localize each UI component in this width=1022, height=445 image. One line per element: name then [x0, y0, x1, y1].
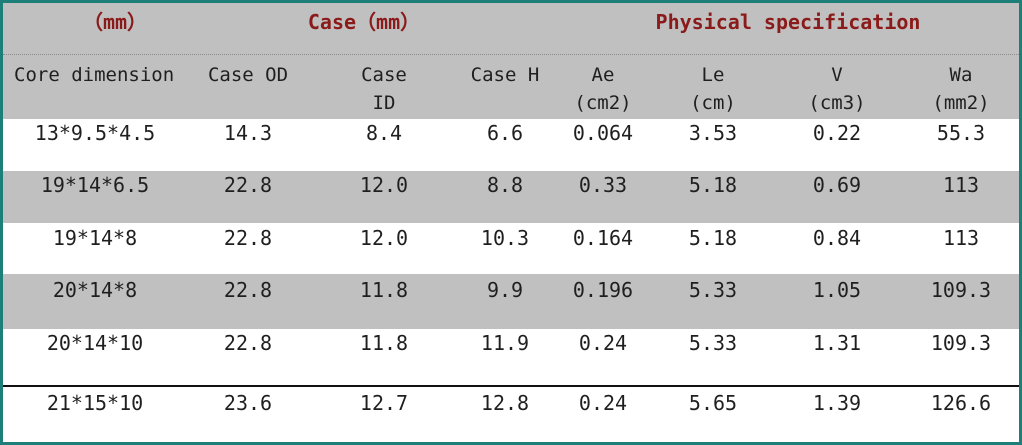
row-1-core-dimension: 13*9.5*4.5 [34, 121, 156, 145]
row-3-le: 5.18 [688, 226, 738, 250]
row-4-wa: 109.3 [930, 278, 992, 302]
row-6-le: 5.65 [688, 391, 738, 415]
column-header-v-line2: (cm3) [808, 92, 866, 114]
row-1-v: 0.22 [812, 121, 862, 145]
row-band-4 [3, 274, 1019, 329]
column-header-band [3, 55, 1019, 119]
column-header-wa-line1: Wa [949, 64, 973, 86]
row-6-ae: 0.24 [578, 391, 628, 415]
column-header-wa-line2: (mm2) [932, 92, 990, 114]
row-3-case-od: 22.8 [223, 226, 273, 250]
column-header-core-dimension: Core dimension [14, 64, 175, 86]
row-3-core-dimension: 19*14*8 [52, 226, 138, 250]
row-6-case-od: 23.6 [223, 391, 273, 415]
row-3-wa: 113 [942, 226, 980, 250]
last-row-divider [3, 385, 1019, 387]
row-5-ae: 0.24 [578, 331, 628, 355]
row-4-case-od: 22.8 [223, 278, 273, 302]
row-1-ae: 0.064 [572, 121, 634, 145]
row-6-core-dimension: 21*15*10 [46, 391, 144, 415]
row-1-wa: 55.3 [936, 121, 986, 145]
header-divider [3, 54, 1019, 55]
column-header-case-id-line1: Case [361, 64, 407, 86]
row-6-wa: 126.6 [930, 391, 992, 415]
row-2-ae: 0.33 [578, 173, 628, 197]
row-5-v: 1.31 [812, 331, 862, 355]
column-header-le-line2: (cm) [690, 92, 736, 114]
row-5-wa: 109.3 [930, 331, 992, 355]
row-6-case-h: 12.8 [480, 391, 530, 415]
row-2-v: 0.69 [812, 173, 862, 197]
row-1-case-od: 14.3 [223, 121, 273, 145]
row-2-core-dimension: 19*14*6.5 [40, 173, 150, 197]
row-5-case-id: 11.8 [359, 331, 409, 355]
row-5-case-h: 11.9 [480, 331, 530, 355]
column-header-v-line1: V [831, 64, 843, 86]
row-4-core-dimension: 20*14*8 [52, 278, 138, 302]
row-4-case-h: 9.9 [486, 278, 524, 302]
row-band-2 [3, 171, 1019, 223]
row-2-case-h: 8.8 [486, 173, 524, 197]
row-3-case-id: 12.0 [359, 226, 409, 250]
group-header-case: Case（mm） [307, 10, 421, 34]
row-3-case-h: 10.3 [480, 226, 530, 250]
row-2-case-id: 12.0 [359, 173, 409, 197]
column-header-ae-line1: Ae [591, 64, 615, 86]
row-6-v: 1.39 [812, 391, 862, 415]
row-1-case-h: 6.6 [486, 121, 524, 145]
group-header-physical: Physical specification [655, 10, 921, 34]
group-header-mm: （mm） [82, 10, 148, 34]
row-4-case-id: 11.8 [359, 278, 409, 302]
row-5-case-od: 22.8 [223, 331, 273, 355]
column-header-case-h: Case H [470, 64, 540, 86]
column-header-le-line1: Le [701, 64, 725, 86]
column-header-ae-line2: (cm2) [574, 92, 632, 114]
row-4-v: 1.05 [812, 278, 862, 302]
row-2-case-od: 22.8 [223, 173, 273, 197]
group-header-band [3, 3, 1019, 55]
row-3-v: 0.84 [812, 226, 862, 250]
row-5-le: 5.33 [688, 331, 738, 355]
column-header-case-id-line2: ID [372, 92, 396, 114]
row-1-le: 3.53 [688, 121, 738, 145]
row-5-core-dimension: 20*14*10 [46, 331, 144, 355]
row-6-case-id: 12.7 [359, 391, 409, 415]
row-2-wa: 113 [942, 173, 980, 197]
row-4-ae: 0.196 [572, 278, 634, 302]
row-1-case-id: 8.4 [365, 121, 403, 145]
row-2-le: 5.18 [688, 173, 738, 197]
row-4-le: 5.33 [688, 278, 738, 302]
row-3-ae: 0.164 [572, 226, 634, 250]
column-header-case-od: Case OD [207, 64, 289, 86]
